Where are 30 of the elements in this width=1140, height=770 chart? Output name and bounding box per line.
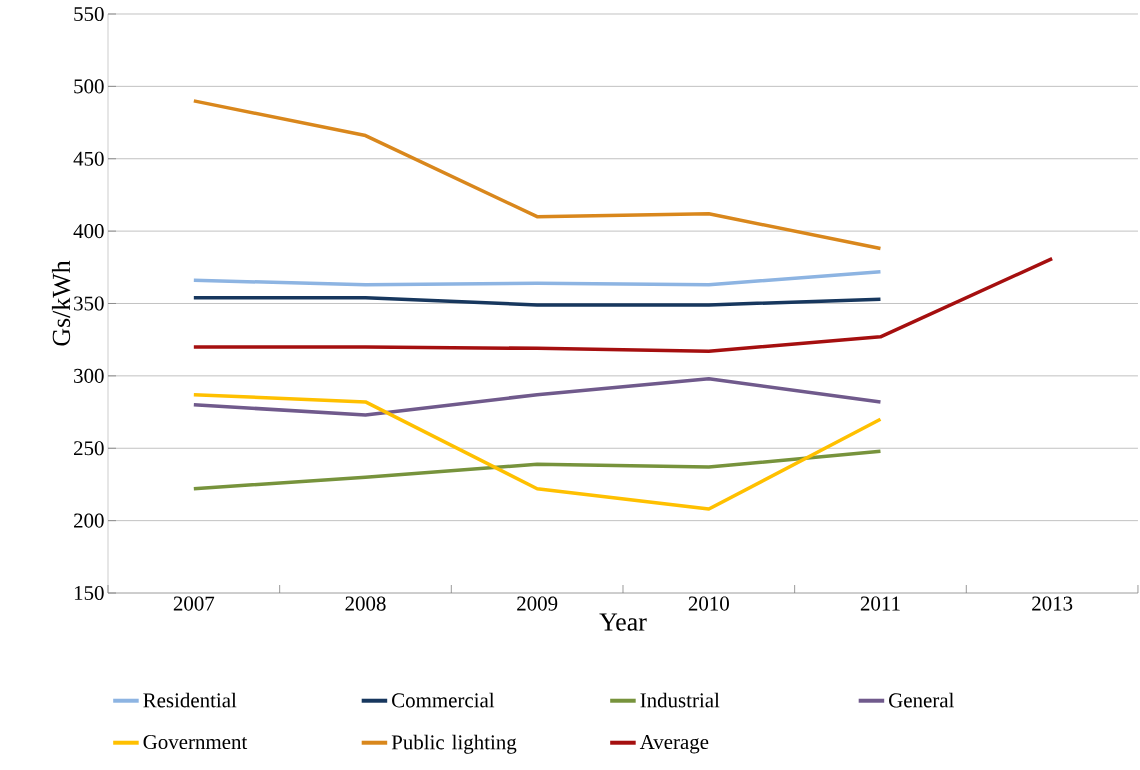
y-axis-title: Gs/kWh <box>51 260 71 346</box>
y-tick-label: 450 <box>73 151 104 166</box>
line-series <box>192 99 883 251</box>
x-tick-label: 2013 <box>1032 596 1073 611</box>
legend-label: General <box>889 692 954 708</box>
y-tick-label: 250 <box>74 441 104 456</box>
legend-label: Government <box>143 735 248 750</box>
x-tick-label: 2008 <box>345 596 386 611</box>
legend-label: Residential <box>143 692 237 708</box>
x-axis-title: Year <box>599 613 647 631</box>
x-tick-label: 2011 <box>860 596 900 611</box>
line-series <box>192 377 883 417</box>
line-series <box>192 269 883 287</box>
y-tick-label: 300 <box>74 368 104 383</box>
legend-label: Commercial <box>392 692 495 708</box>
line-series <box>192 256 1054 354</box>
x-tick-label: 2007 <box>173 596 215 611</box>
y-tick-label: 550 <box>74 6 104 22</box>
legend-label: Industrial <box>640 692 720 708</box>
y-tick-label: 350 <box>74 296 104 311</box>
line-series <box>192 449 883 491</box>
y-tick-label: 150 <box>74 585 104 601</box>
y-tick-label: 500 <box>74 79 104 94</box>
legend-label: Average <box>639 735 709 754</box>
x-tick-label: 2009 <box>517 596 558 611</box>
x-tick-label: 2010 <box>688 596 729 611</box>
line-series <box>192 392 883 511</box>
y-tick-label: 200 <box>74 513 104 528</box>
legend-label: Public lighting <box>391 734 517 754</box>
y-tick-label: 400 <box>73 224 104 239</box>
